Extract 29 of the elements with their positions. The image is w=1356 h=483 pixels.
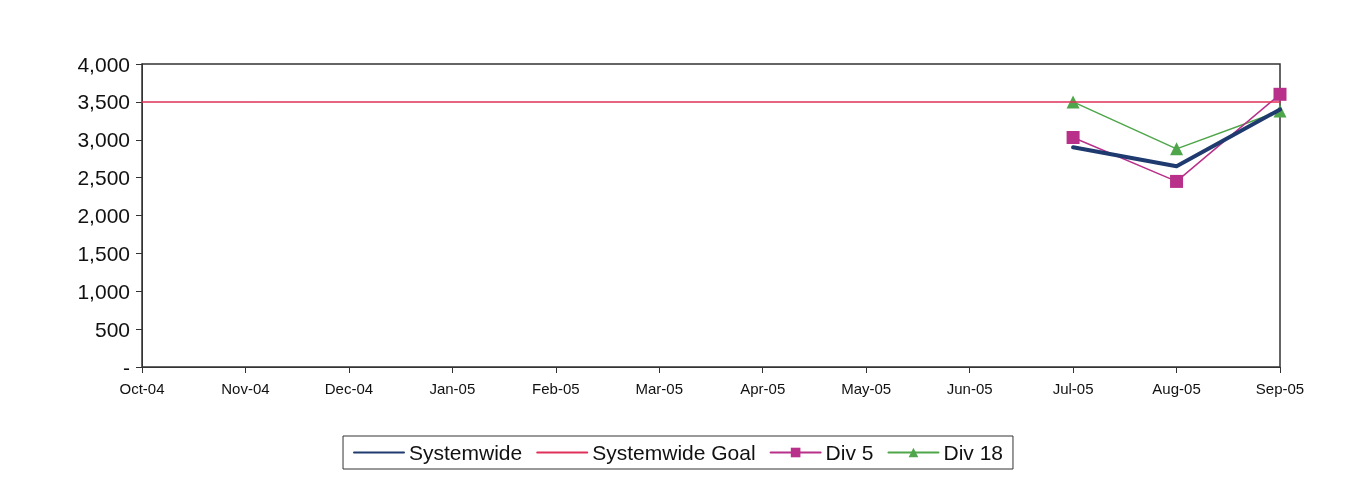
x-tick-label: Dec-04 xyxy=(324,380,374,397)
x-tick-label: Sep-05 xyxy=(1255,380,1305,397)
point xyxy=(1170,142,1184,156)
x-tick-label: Jul-05 xyxy=(1052,380,1094,397)
y-tick-label: 3,500 xyxy=(77,90,130,114)
y-tick-label: 2,000 xyxy=(77,204,130,227)
y-tick-label: - xyxy=(123,355,130,379)
y-tick-label: 4,000 xyxy=(77,52,130,76)
legend-label: Systemwide Goal xyxy=(592,441,756,464)
point xyxy=(1273,87,1287,101)
x-tick-label: Nov-04 xyxy=(221,380,270,397)
y-tick-label: 2,500 xyxy=(77,166,130,190)
x-tick-label: Feb-05 xyxy=(532,380,580,397)
y-tick-label: 1,500 xyxy=(77,241,130,265)
x-tick-label: Jan-05 xyxy=(429,380,476,397)
x-tick-label: Aug-05 xyxy=(1152,380,1201,397)
legend-label: Div 18 xyxy=(943,441,1003,464)
x-tick-label: May-05 xyxy=(841,380,892,397)
y-tick-label: 3,000 xyxy=(77,128,130,152)
x-tick-label: Mar-05 xyxy=(635,380,684,397)
y-tick-label: 1,000 xyxy=(77,279,130,303)
legend-label: Div 5 xyxy=(825,441,874,464)
y-tick-label: 500 xyxy=(94,317,130,341)
legend-label: Systemwide xyxy=(409,441,523,464)
x-tick-label: Oct-04 xyxy=(119,380,165,397)
x-tick-label: Apr-05 xyxy=(740,380,786,397)
x-tick-label: Jun-05 xyxy=(946,380,993,397)
point xyxy=(1066,130,1080,144)
point xyxy=(1170,174,1184,188)
